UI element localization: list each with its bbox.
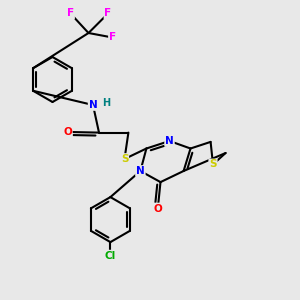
Text: F: F: [104, 8, 112, 19]
Text: S: S: [209, 159, 217, 170]
Text: N: N: [165, 136, 174, 146]
Text: N: N: [88, 100, 98, 110]
Text: F: F: [67, 8, 74, 19]
Text: O: O: [63, 127, 72, 137]
Text: N: N: [136, 166, 145, 176]
Text: H: H: [102, 98, 111, 108]
Text: O: O: [154, 203, 163, 214]
Text: Cl: Cl: [105, 250, 116, 261]
Text: F: F: [109, 32, 116, 43]
Text: S: S: [121, 154, 128, 164]
